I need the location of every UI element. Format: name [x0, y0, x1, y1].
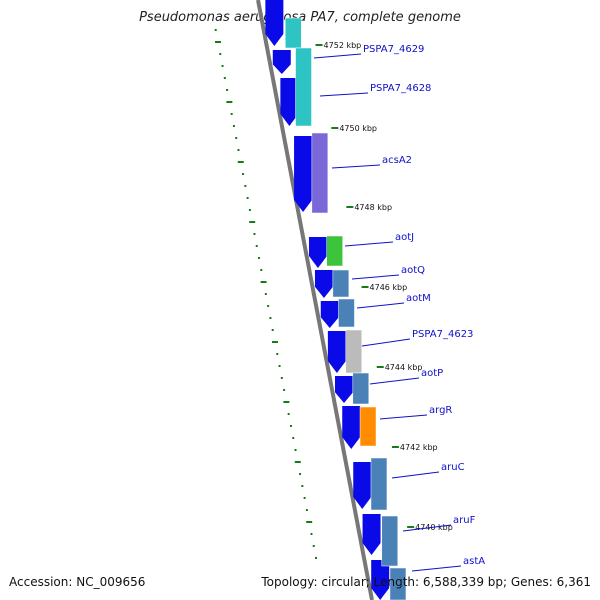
leader-line — [411, 565, 462, 572]
leader-line — [331, 164, 381, 169]
topology-text: Topology: circular; Length: 6,588,339 bp… — [261, 575, 591, 589]
cds-arrow — [308, 237, 327, 268]
scale-label: 4750 kbp — [339, 124, 377, 133]
leader-line — [313, 53, 362, 59]
feature-box-aruf — [381, 515, 399, 567]
leader-line — [344, 241, 394, 247]
scale-label: 4742 kbp — [400, 443, 438, 452]
gene-label-aotp[interactable]: aotP — [421, 368, 443, 379]
cds-arrow — [320, 301, 339, 328]
scale-label: 4752 kbp — [324, 41, 362, 50]
gene-label-pspa7_4629[interactable]: PSPA7_4629 — [363, 44, 424, 55]
cds-arrow — [371, 560, 390, 600]
accession-text: Accession: NC_009656 — [9, 575, 146, 589]
cds-arrow — [294, 136, 313, 212]
gene-labels: PSPA7_4629 PSPA7_4628 acsA2 aotJ aotQ aotM PSP… — [363, 44, 485, 567]
leader-line — [369, 377, 420, 385]
leader-line — [356, 302, 405, 309]
scale-label: 4746 kbp — [370, 283, 408, 292]
leader-line — [379, 414, 428, 420]
cds-arrow — [280, 78, 299, 126]
scale-label: 4748 kbp — [354, 203, 392, 212]
feature-box-aotj — [326, 235, 343, 267]
cds-arrow-track — [265, 0, 390, 600]
cds-arrow — [353, 462, 372, 509]
cds-arrow — [335, 376, 354, 403]
leader-line — [319, 92, 369, 97]
cds-arrow — [272, 50, 291, 74]
gene-label-asta[interactable]: astA — [463, 556, 485, 567]
cds-arrow — [314, 270, 333, 298]
feature-box-aotp — [352, 372, 370, 405]
gene-label-argr[interactable]: argR — [429, 405, 452, 416]
gene-label-leaders — [313, 53, 462, 572]
leader-line — [361, 338, 411, 347]
feature-box-acsa2 — [311, 132, 329, 214]
leader-line — [351, 274, 400, 280]
feature-box-aotq — [332, 269, 350, 298]
gene-label-aotq[interactable]: aotQ — [401, 265, 425, 276]
cds-arrow — [342, 406, 361, 449]
cds-arrow — [327, 331, 346, 373]
gene-label-aotm[interactable]: aotM — [406, 293, 431, 304]
feature-box-aruc — [370, 457, 388, 511]
gene-label-aotj[interactable]: aotJ — [395, 232, 414, 243]
feature-box-asta — [389, 567, 407, 600]
leader-line — [391, 471, 440, 479]
gene-label-aruc[interactable]: aruC — [441, 462, 465, 473]
cds-arrow — [265, 0, 284, 46]
feature-box-argr — [359, 406, 377, 447]
feature-box-pspa7_4628 — [295, 47, 312, 127]
feature-box-aotm — [338, 298, 355, 328]
map-title: Pseudomonas aeruginosa PA7, complete gen… — [139, 10, 461, 25]
gene-label-pspa7_4623[interactable]: PSPA7_4623 — [412, 329, 473, 340]
scale-label: 4744 kbp — [385, 363, 423, 372]
scale-ticks — [315, 44, 415, 528]
gene-label-aruf[interactable]: aruF — [453, 515, 476, 526]
cds-arrow — [362, 514, 381, 555]
genome-backbone — [256, 0, 374, 600]
feature-box-pspa7_4623 — [345, 329, 363, 374]
gene-label-acsa2[interactable]: acsA2 — [382, 155, 412, 166]
feature-color-track — [285, 17, 407, 600]
leader-line — [402, 524, 452, 532]
gc-content-track — [214, 29, 318, 559]
feature-box-pspa7_4629 — [285, 17, 302, 49]
gene-label-pspa7_4628[interactable]: PSPA7_4628 — [370, 83, 431, 94]
